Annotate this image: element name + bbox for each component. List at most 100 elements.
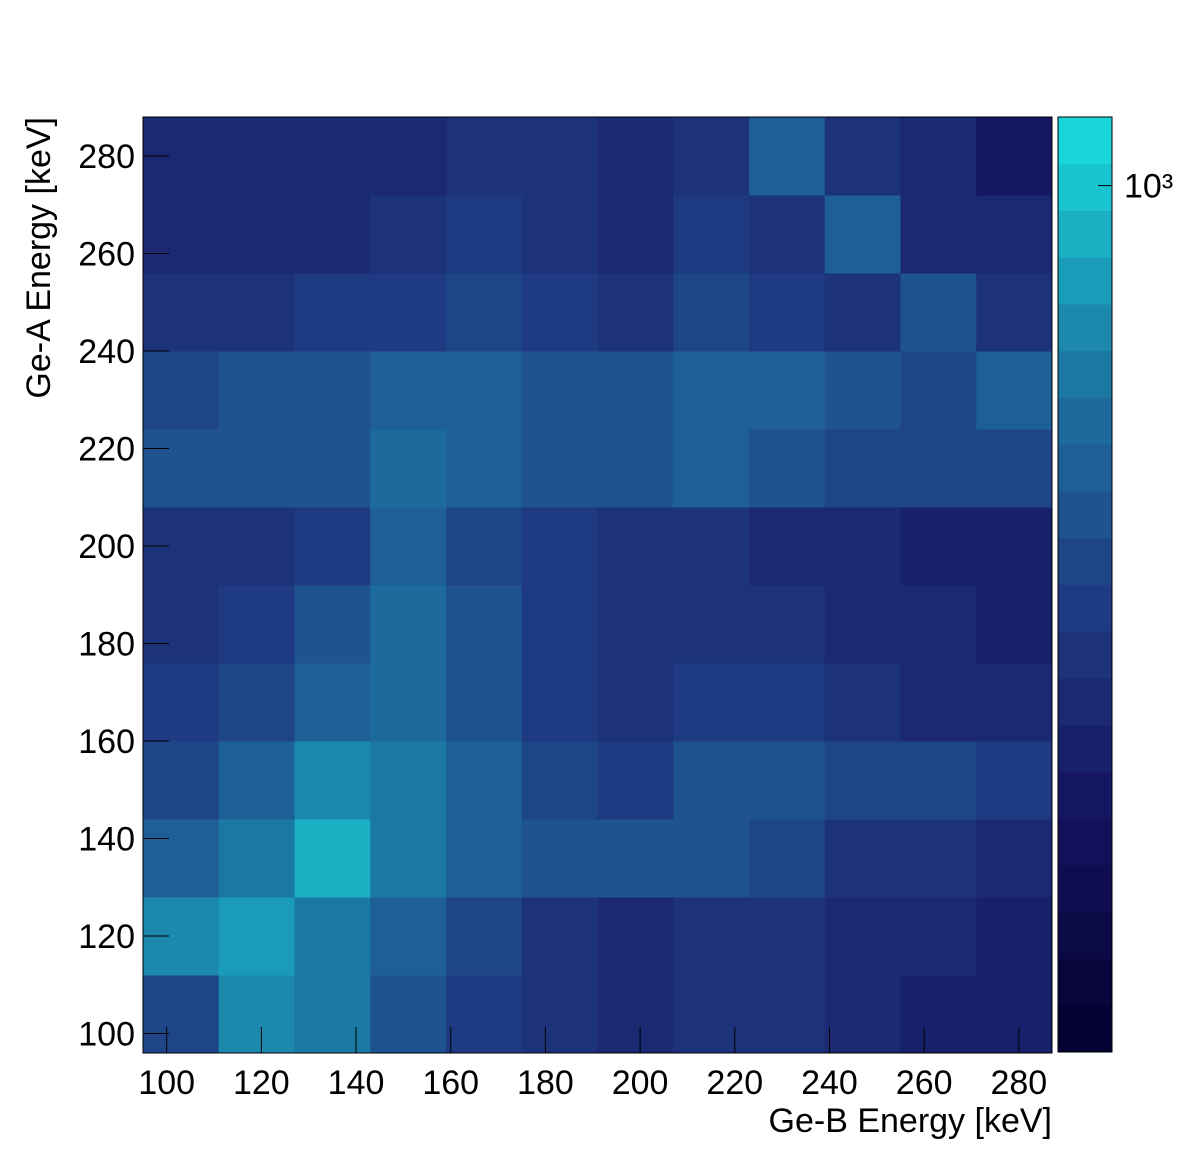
heatmap-cell [673, 195, 750, 274]
heatmap-cell [749, 975, 826, 1054]
heatmap-cell [218, 195, 295, 274]
heatmap-cell [976, 663, 1053, 742]
x-tick-label: 120 [233, 1064, 290, 1102]
heatmap-cell [824, 117, 901, 196]
x-tick-label: 220 [706, 1064, 763, 1102]
y-tick-label: 160 [78, 723, 135, 761]
heatmap-cell [597, 351, 674, 430]
colorbar-step [1058, 537, 1112, 585]
heatmap-cell [370, 975, 447, 1054]
heatmap-cell [749, 351, 826, 430]
heatmap-cell [446, 585, 523, 664]
heatmap-cell [597, 741, 674, 820]
heatmap-cell [446, 273, 523, 352]
heatmap-cell [900, 819, 977, 898]
x-tick-label: 260 [896, 1064, 953, 1102]
heatmap-cell [370, 897, 447, 976]
heatmap-cell [218, 351, 295, 430]
heatmap-cell [370, 273, 447, 352]
heatmap-cell [218, 975, 295, 1054]
heatmap-cell [597, 975, 674, 1054]
colorbar-step [1058, 584, 1112, 632]
heatmap-cell [673, 897, 750, 976]
heatmap-cell [673, 273, 750, 352]
heatmap-cell [749, 585, 826, 664]
colorbar-step [1058, 631, 1112, 679]
heatmap-cell [976, 507, 1053, 586]
heatmap-cell [294, 585, 371, 664]
y-tick-label: 200 [78, 528, 135, 566]
heatmap-cell [749, 195, 826, 274]
heatmap-cell [143, 429, 220, 508]
heatmap-cell [824, 507, 901, 586]
y-tick-label: 100 [78, 1016, 135, 1054]
heatmap-cell [597, 507, 674, 586]
plot-frame [142, 116, 1053, 1054]
heatmap-cell [143, 351, 220, 430]
heatmap-cell [976, 195, 1053, 274]
heatmap-cell [749, 273, 826, 352]
colorbar-step [1058, 350, 1112, 398]
heatmap-cell [749, 819, 826, 898]
heatmap-cell [521, 351, 598, 430]
heatmap-cell [218, 117, 295, 196]
y-tick-label: 260 [78, 236, 135, 274]
heatmap-cell [749, 507, 826, 586]
heatmap-cell [294, 741, 371, 820]
colorbar-step [1058, 865, 1112, 913]
heatmap-cell [976, 741, 1053, 820]
colorbar-step [1058, 444, 1112, 492]
y-tick-label: 240 [78, 333, 135, 371]
heatmap-cell [446, 195, 523, 274]
heatmap-cell [673, 117, 750, 196]
heatmap-cell [521, 975, 598, 1054]
heatmap-cell [597, 663, 674, 742]
heatmap-cell [446, 429, 523, 508]
colorbar-step [1058, 771, 1112, 819]
heatmap-cell [749, 117, 826, 196]
x-tick-label: 100 [138, 1064, 195, 1102]
colorbar-step [1058, 724, 1112, 772]
heatmap-cell [446, 819, 523, 898]
heatmap-cell [143, 741, 220, 820]
y-tick-label: 180 [78, 626, 135, 664]
colorbar-step [1058, 678, 1112, 726]
x-tick-label: 280 [990, 1064, 1047, 1102]
heatmap-cell [446, 507, 523, 586]
y-axis-title: Ge-A Energy [keV] [20, 117, 58, 399]
heatmap-cell [370, 195, 447, 274]
heatmap-cell [446, 975, 523, 1054]
x-tick-label: 200 [612, 1064, 669, 1102]
heatmap-cell [521, 429, 598, 508]
heatmap-cell [294, 897, 371, 976]
y-tick-label: 120 [78, 918, 135, 956]
heatmap-cell [824, 273, 901, 352]
heatmap-cell [294, 351, 371, 430]
colorbar-step [1058, 911, 1112, 959]
colorbar-step [1058, 210, 1112, 258]
heatmap-cell [218, 507, 295, 586]
colorbar-step [1058, 397, 1112, 445]
heatmap-cell [900, 429, 977, 508]
heatmap-cell [900, 507, 977, 586]
heatmap-cell [749, 897, 826, 976]
y-tick-label: 280 [78, 138, 135, 176]
colorbar-tick-label: 10³ [1124, 168, 1173, 206]
heatmap-cell [521, 897, 598, 976]
y-tick-label: 140 [78, 821, 135, 859]
heatmap-cell [900, 273, 977, 352]
heatmap-cell [218, 741, 295, 820]
heatmap-cell [900, 195, 977, 274]
y-tick-label: 220 [78, 431, 135, 469]
heatmap-cell [521, 663, 598, 742]
heatmap-cell [370, 351, 447, 430]
heatmap-cell [900, 975, 977, 1054]
heatmap-cell [749, 663, 826, 742]
x-tick-label: 180 [517, 1064, 574, 1102]
heatmap-cell [824, 195, 901, 274]
heatmap-cell [673, 975, 750, 1054]
heatmap-cell [143, 975, 220, 1054]
heatmap-cell [976, 897, 1053, 976]
heatmap-cell [900, 585, 977, 664]
heatmap-cell [294, 819, 371, 898]
